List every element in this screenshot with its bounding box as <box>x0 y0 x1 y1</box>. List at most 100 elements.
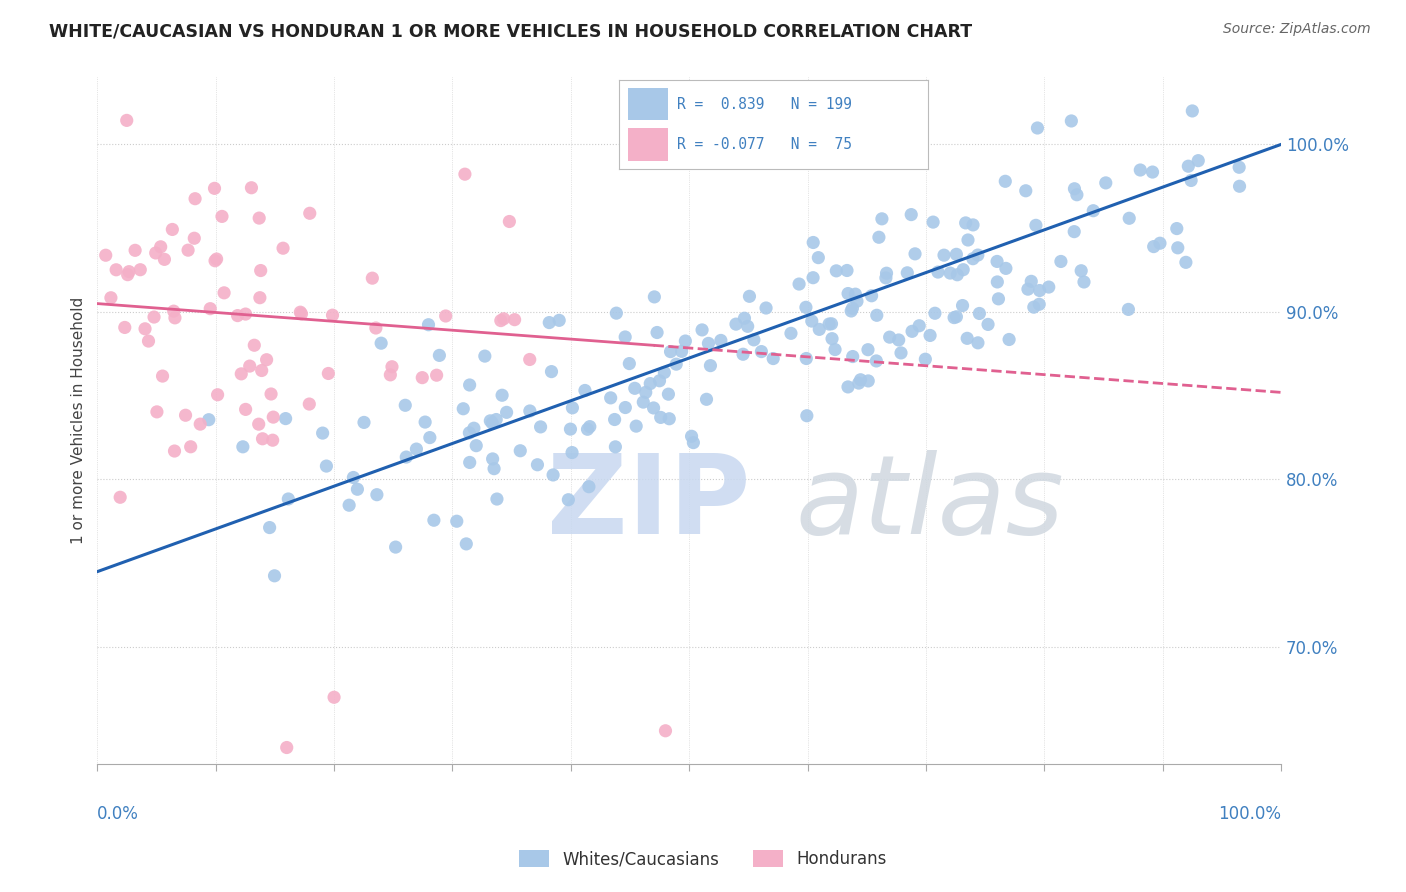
Point <box>956 331 979 345</box>
Point <box>681 429 703 443</box>
Point <box>887 333 910 347</box>
Point <box>576 422 599 436</box>
Point <box>290 305 312 319</box>
Point <box>939 266 962 280</box>
Point <box>247 211 270 225</box>
Point <box>115 113 138 128</box>
Point <box>1066 187 1088 202</box>
Point <box>498 214 520 228</box>
Point <box>250 363 273 377</box>
Point <box>904 247 927 261</box>
Point <box>794 351 817 366</box>
Point <box>538 316 561 330</box>
Point <box>623 381 645 395</box>
Point <box>485 491 508 506</box>
Point <box>342 470 364 484</box>
Point <box>1038 280 1060 294</box>
Point <box>658 411 681 425</box>
Point <box>211 210 233 224</box>
Point <box>738 289 761 303</box>
Point <box>146 405 169 419</box>
Point <box>145 246 167 260</box>
Point <box>624 419 647 434</box>
Point <box>927 265 949 279</box>
Point <box>962 218 984 232</box>
Point <box>848 376 870 390</box>
Point <box>197 413 219 427</box>
Point <box>643 401 665 415</box>
Point <box>865 354 887 368</box>
Point <box>870 211 893 226</box>
Point <box>252 432 274 446</box>
Point <box>1063 182 1085 196</box>
Point <box>619 357 641 371</box>
Point <box>1174 255 1197 269</box>
Point <box>183 231 205 245</box>
Point <box>235 307 257 321</box>
Point <box>395 450 418 464</box>
Point <box>868 230 890 244</box>
Point <box>1050 254 1073 268</box>
Point <box>1083 203 1105 218</box>
Point <box>1167 241 1189 255</box>
Text: Source: ZipAtlas.com: Source: ZipAtlas.com <box>1223 22 1371 37</box>
Point <box>149 240 172 254</box>
Point <box>977 318 1000 332</box>
Point <box>519 404 541 418</box>
Point <box>205 252 228 266</box>
Point <box>271 241 294 255</box>
Point <box>742 333 765 347</box>
Point <box>1015 184 1038 198</box>
Point <box>1026 120 1049 135</box>
Point <box>260 387 283 401</box>
Point <box>1129 163 1152 178</box>
Point <box>491 388 513 402</box>
Point <box>879 330 901 344</box>
Point <box>794 301 817 315</box>
Point <box>188 417 211 431</box>
Point <box>263 569 285 583</box>
Point <box>247 417 270 432</box>
Point <box>526 458 548 472</box>
Point <box>962 252 984 266</box>
Point <box>346 482 368 496</box>
Point <box>605 440 627 454</box>
Point <box>1227 161 1250 175</box>
Point <box>994 174 1017 188</box>
Point <box>801 235 824 250</box>
Point <box>560 422 582 436</box>
Point <box>858 374 880 388</box>
Point <box>751 344 773 359</box>
Point <box>801 270 824 285</box>
Point <box>924 306 946 320</box>
Point <box>129 262 152 277</box>
Point <box>458 455 481 469</box>
Point <box>541 467 564 482</box>
Point <box>1060 114 1083 128</box>
Point <box>481 451 503 466</box>
Point <box>240 180 263 194</box>
Point <box>839 304 862 318</box>
Point <box>762 351 785 366</box>
Point <box>411 370 433 384</box>
Point <box>100 291 122 305</box>
Point <box>163 304 186 318</box>
Point <box>163 310 186 325</box>
Point <box>946 268 969 282</box>
Point <box>682 435 704 450</box>
Point <box>671 344 693 359</box>
Point <box>914 352 936 367</box>
Point <box>856 343 879 357</box>
Point <box>844 287 866 301</box>
Point <box>364 321 387 335</box>
Point <box>276 740 298 755</box>
Text: 100.0%: 100.0% <box>1218 805 1281 823</box>
Point <box>695 392 717 407</box>
Point <box>540 365 562 379</box>
Point <box>657 387 679 401</box>
Point <box>945 247 967 261</box>
Point <box>204 253 226 268</box>
Point <box>446 514 468 528</box>
Point <box>755 301 778 315</box>
Point <box>1177 159 1199 173</box>
